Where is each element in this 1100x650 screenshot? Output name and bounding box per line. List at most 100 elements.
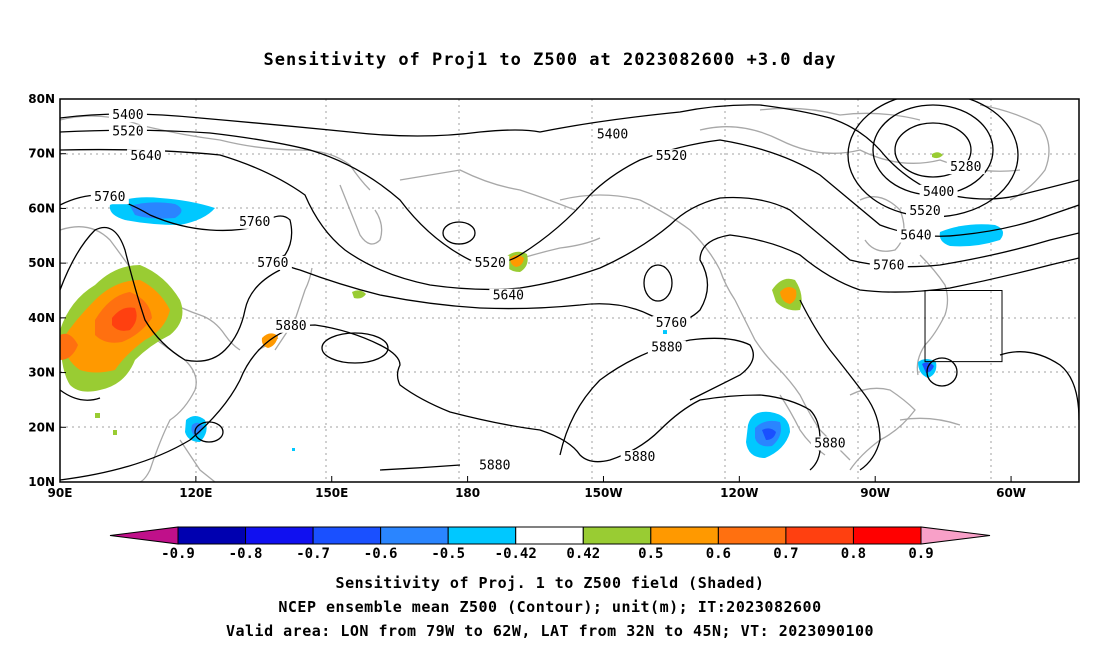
contour-label: 5640: [493, 289, 524, 304]
sensitivity-shading: [60, 152, 1004, 458]
contour-label: 5640: [900, 229, 931, 244]
map-frame: [59, 98, 1080, 483]
contour-high-pacific: [321, 332, 389, 364]
contour-label: 5400: [597, 127, 628, 142]
contour-label: 5880: [624, 450, 655, 465]
coastlines: [60, 104, 1050, 482]
contour-label-bg: [489, 288, 528, 303]
colorbar-label: -0.7: [296, 546, 330, 562]
lat-label-60N: 60N: [28, 201, 55, 215]
contour-label: 5400: [923, 185, 954, 200]
colorbar-swatch: [312, 526, 382, 545]
contour-label-bg: [253, 255, 292, 270]
contour-label-bg: [90, 190, 129, 205]
contour-low-5280: [894, 122, 972, 178]
contour-label: 5520: [656, 149, 687, 164]
lon-label-90E: 90E: [48, 486, 73, 500]
lat-label-70N: 70N: [28, 147, 55, 161]
contour-label: 5880: [479, 458, 510, 473]
contour-label: 5760: [257, 256, 288, 271]
colorbar-label: 0.9: [908, 546, 933, 562]
lon-label-60W: 60W: [996, 486, 1026, 500]
colorbar-label: -0.8: [229, 546, 263, 562]
caption-valid-area: Valid area: LON from 79W to 62W, LAT fro…: [225, 622, 875, 640]
positive-patch-china-peak: [112, 307, 137, 331]
colorbar-label: -0.5: [431, 546, 465, 562]
colorbar-label: -0.42: [495, 546, 537, 562]
contour-label-bg: [593, 127, 632, 142]
lat-label-80N: 80N: [28, 92, 55, 106]
colorbar-low-arrow: [109, 526, 179, 545]
colorbar-swatch: [785, 526, 854, 545]
contour-label: 5640: [130, 149, 161, 164]
contour-label: 5520: [909, 204, 940, 219]
contour-label: 5760: [94, 190, 125, 205]
lat-label-40N: 40N: [28, 311, 55, 325]
colorbar: -0.9 -0.8 -0.7 -0.6 -0.5 -0.42 0.42 0.5 0.6 0.7 0.…: [109, 526, 991, 562]
contour-label: 5280: [950, 160, 981, 175]
colorbar-label: 0.7: [773, 546, 798, 562]
contour-label: 5880: [275, 319, 306, 334]
contour-label-bg: [652, 149, 691, 164]
lon-label-120E: 120E: [179, 486, 212, 500]
contour-label: 5760: [656, 316, 687, 331]
map-title: Sensitivity of Proj1 to Z500 at 20230826…: [263, 50, 837, 70]
positive-patch-china-west: [60, 333, 78, 360]
colorbar-label: 0.42: [566, 546, 600, 562]
colorbar-swatch: [515, 526, 584, 545]
lat-label-10N: 10N: [28, 475, 55, 489]
contour-label-bg: [906, 203, 945, 218]
contour-label: 5520: [475, 256, 506, 271]
colorbar-label: -0.6: [364, 546, 398, 562]
contour-label-bg: [652, 316, 691, 331]
contour-label: 5520: [112, 125, 143, 140]
colorbar-label: 0.5: [638, 546, 663, 562]
contour-label-bg: [647, 340, 686, 355]
contour-label-bg: [946, 160, 985, 175]
contour-label: 5760: [239, 215, 270, 230]
contour-label-bg: [620, 450, 659, 465]
valid-area-box: [924, 290, 1003, 363]
colorbar-swatch: [650, 526, 719, 545]
contour-label: 5880: [814, 436, 845, 451]
lon-label-120W: 120W: [720, 486, 758, 500]
colorbar-label: 0.6: [706, 546, 731, 562]
z500-contours: [60, 99, 1079, 481]
contour-label-bg: [471, 255, 510, 270]
contour-label-bg: [919, 184, 958, 199]
contour-label: 5880: [651, 341, 682, 356]
contour-label-bg: [127, 149, 166, 164]
contour-label: 5760: [873, 259, 904, 274]
colorbar-swatch: [447, 526, 517, 545]
contour-label-bg: [235, 214, 274, 229]
caption-shaded: Sensitivity of Proj. 1 to Z500 field (Sh…: [335, 574, 765, 592]
colorbar-high-arrow: [920, 526, 991, 545]
contour-label-bg: [896, 228, 935, 243]
colorbar-swatch: [380, 526, 449, 545]
contour-labels: 5400 5520 5640 5760 5760 5760 5880 5400 5520 5520…: [90, 108, 985, 473]
lon-label-150E: 150E: [315, 486, 348, 500]
contour-label-bg: [108, 124, 147, 139]
colorbar-swatch: [177, 526, 247, 545]
contour-label-bg: [810, 436, 849, 451]
lon-label-180: 180: [455, 486, 480, 500]
latitude-labels: 80N 70N 60N 50N 40N 30N 20N 10N: [28, 92, 66, 489]
colorbar-swatch: [717, 526, 787, 545]
lon-label-90W: 90W: [860, 486, 890, 500]
colorbar-label: -0.9: [161, 546, 195, 562]
contour-label-bg: [271, 318, 310, 333]
gridlines: [60, 99, 1079, 482]
contour-label: 5400: [112, 108, 143, 123]
contour-label-bg: [869, 258, 908, 273]
colorbar-swatch: [852, 526, 922, 545]
colorbar-swatch: [582, 526, 652, 545]
lat-label-50N: 50N: [28, 256, 55, 270]
contour-label-bg: [108, 108, 147, 123]
lon-label-150W: 150W: [584, 486, 622, 500]
negative-patch-siberia-core: [130, 202, 182, 219]
contour-label-bg: [475, 458, 514, 473]
lat-label-30N: 30N: [28, 366, 55, 380]
colorbar-swatch: [245, 526, 314, 545]
contour-low-dateline: [442, 221, 476, 245]
caption-contour: NCEP ensemble mean Z500 (Contour); unit(…: [278, 598, 822, 616]
